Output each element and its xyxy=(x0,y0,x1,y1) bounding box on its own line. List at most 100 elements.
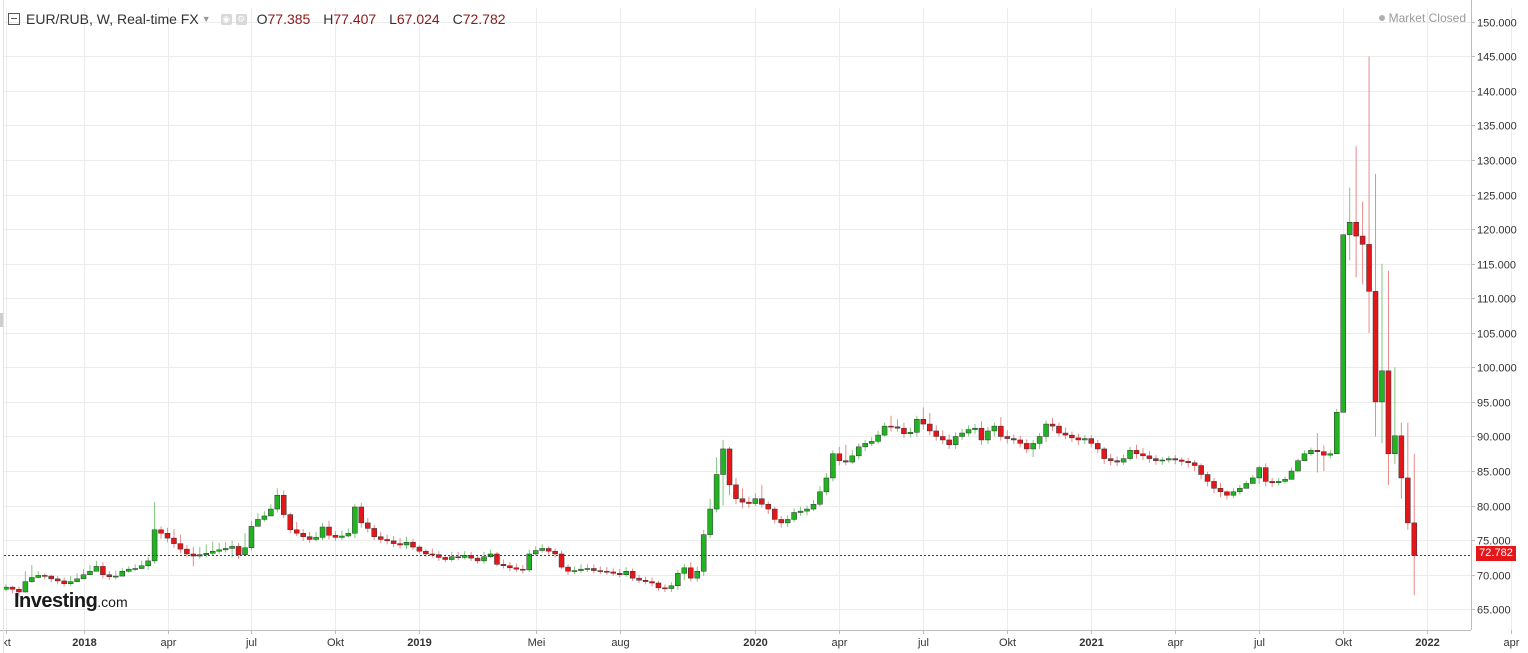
settings-icon[interactable]: ⚙ xyxy=(235,13,247,25)
candle-body xyxy=(436,554,442,558)
candle-body xyxy=(1049,423,1056,427)
candle xyxy=(1146,451,1153,463)
candle-body xyxy=(1191,462,1198,466)
candle-body xyxy=(1398,435,1405,479)
candle-body xyxy=(927,423,933,432)
candle xyxy=(287,512,293,534)
candle xyxy=(209,541,216,556)
candle xyxy=(552,548,558,558)
candle-body xyxy=(578,568,584,571)
eye-icon[interactable]: ◉ xyxy=(220,13,232,25)
candle xyxy=(1178,457,1185,466)
candle xyxy=(584,564,591,572)
candle-body xyxy=(293,529,300,534)
candle xyxy=(1107,453,1114,466)
candle xyxy=(843,444,849,466)
candle-body xyxy=(468,555,474,559)
candle-body xyxy=(448,556,455,560)
x-tick-label: jul xyxy=(245,637,257,649)
candle xyxy=(436,551,442,561)
high-value: 77.407 xyxy=(333,11,377,27)
candle xyxy=(746,496,752,508)
candle-body xyxy=(1243,483,1250,489)
panel-resize-handle[interactable] xyxy=(0,313,3,327)
candle-body xyxy=(352,506,358,534)
candle xyxy=(1198,463,1204,480)
candle xyxy=(1405,422,1411,530)
candle xyxy=(171,529,177,548)
candle xyxy=(881,422,888,437)
candle-body xyxy=(481,556,487,562)
candle xyxy=(875,430,881,445)
candle xyxy=(765,501,772,514)
candle xyxy=(158,526,164,539)
candle-body xyxy=(746,501,752,504)
candle-body xyxy=(61,580,67,584)
candle xyxy=(927,412,933,436)
y-tick-label: 105.000 xyxy=(1477,329,1517,341)
candle-body xyxy=(985,430,991,441)
candle xyxy=(532,546,539,556)
candle-body xyxy=(54,578,61,582)
candle-body xyxy=(978,427,985,441)
candle xyxy=(164,527,171,543)
symbol-title[interactable]: EUR/RUB, W, Real-time FX xyxy=(26,11,199,27)
candle-body xyxy=(93,566,100,572)
close-value: 72.782 xyxy=(462,11,506,27)
candle xyxy=(700,529,707,577)
candle xyxy=(203,544,210,558)
candle xyxy=(985,426,991,445)
candle xyxy=(784,515,791,528)
candle-body xyxy=(1230,491,1237,496)
candle xyxy=(1004,430,1011,444)
high-label: H xyxy=(323,11,334,27)
y-tick-label: 75.000 xyxy=(1477,536,1511,548)
x-tick-label: apr xyxy=(1504,637,1520,649)
x-tick-label: apr xyxy=(1168,637,1184,649)
candle xyxy=(752,493,759,507)
candle xyxy=(668,582,675,592)
y-tick-label: 135.000 xyxy=(1477,121,1517,133)
candle xyxy=(558,550,565,570)
candle-body xyxy=(1127,450,1133,459)
x-tick-label: kt xyxy=(2,637,11,649)
candle xyxy=(1114,456,1120,467)
candle-body xyxy=(939,436,946,441)
candle xyxy=(429,548,436,558)
candle xyxy=(1237,484,1243,495)
candle-body xyxy=(739,498,746,503)
candle-body xyxy=(1308,450,1314,455)
candle-body xyxy=(1107,458,1114,461)
candle xyxy=(817,486,823,507)
candle xyxy=(565,564,571,575)
candle xyxy=(591,564,597,574)
candle-body xyxy=(1172,458,1179,461)
candle-body xyxy=(836,453,843,461)
candle xyxy=(9,585,16,594)
candle xyxy=(1385,270,1392,485)
candle xyxy=(707,498,713,539)
candle xyxy=(455,551,461,561)
candle xyxy=(300,529,306,541)
candle-body xyxy=(261,515,268,520)
candle-body xyxy=(1269,481,1275,484)
chevron-down-icon[interactable]: ▼ xyxy=(201,14,211,24)
candle-body xyxy=(455,556,461,558)
candle-body xyxy=(507,565,513,569)
candle-body xyxy=(184,548,190,555)
candle xyxy=(571,566,578,575)
candle xyxy=(474,554,481,564)
candle-body xyxy=(281,494,287,515)
collapse-icon[interactable] xyxy=(8,13,20,25)
candle xyxy=(1224,490,1230,500)
x-tick-label: Okt xyxy=(999,637,1016,649)
x-tick-label: Mei xyxy=(528,637,546,649)
candle-body xyxy=(203,553,210,555)
candle-body xyxy=(158,529,164,534)
candle xyxy=(306,531,313,543)
candle xyxy=(1211,477,1217,494)
candle-body xyxy=(681,567,688,574)
candle xyxy=(365,518,371,533)
candle xyxy=(390,536,397,548)
